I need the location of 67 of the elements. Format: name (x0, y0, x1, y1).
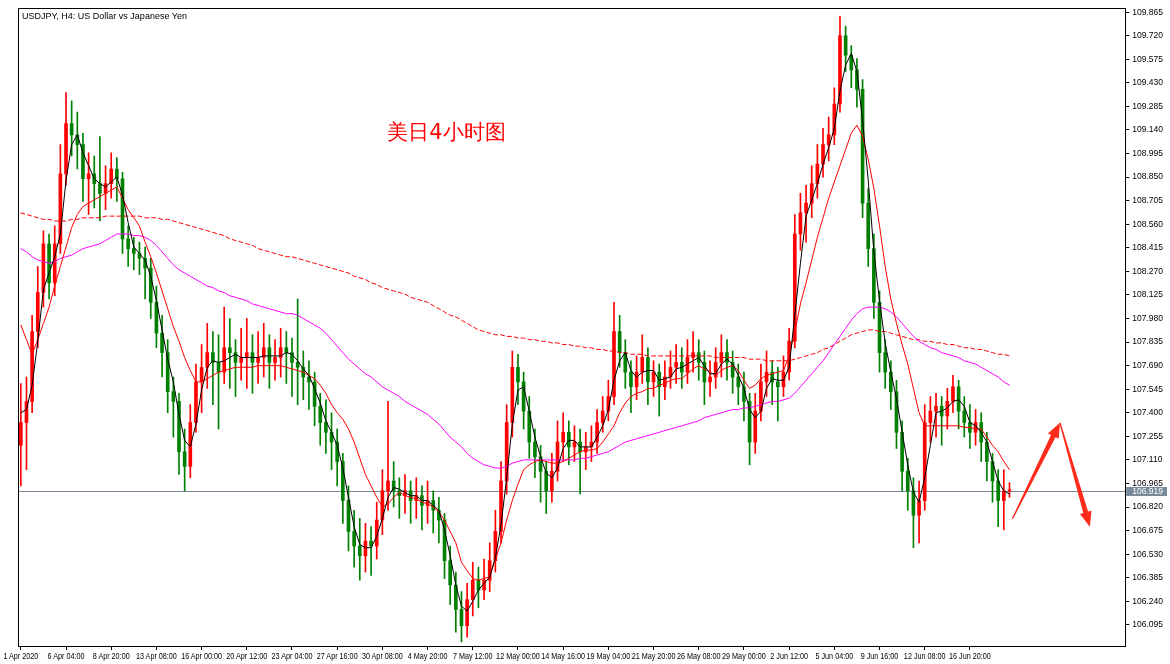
x-tick-label: 29 May 00:00 (722, 651, 767, 661)
y-tick-label: 106.240 (1132, 595, 1164, 606)
x-tick-label: 20 Apr 12:00 (226, 651, 268, 661)
x-tick-label: 6 Apr 04:00 (47, 651, 86, 661)
candlestick (1001, 469, 1006, 531)
candlestick (228, 318, 232, 389)
y-tick-label: 108.125 (1132, 289, 1164, 300)
y-tick-label: 106.675 (1132, 524, 1164, 535)
x-tick-label: 2 Jun 12:00 (770, 651, 809, 661)
y-tick-label: 108.560 (1132, 218, 1164, 229)
ref-line-label: 106.919 (1132, 485, 1164, 496)
y-tick-label: 109.865 (1132, 6, 1164, 17)
candlestick (211, 331, 215, 405)
candlestick (708, 360, 712, 397)
candlestick (256, 331, 260, 384)
candlestick (273, 339, 277, 381)
candlestick (98, 136, 102, 222)
y-tick-label: 107.690 (1132, 359, 1164, 370)
x-tick-label: 19 May 04:00 (586, 651, 631, 661)
y-tick-label: 107.400 (1132, 407, 1164, 418)
y-tick-label: 106.965 (1132, 477, 1164, 488)
y-tick-label: 108.995 (1132, 147, 1164, 158)
y-tick-label: 107.980 (1132, 312, 1164, 323)
y-tick-label: 109.285 (1132, 100, 1164, 111)
y-tick-label: 106.820 (1132, 501, 1164, 512)
chart-title: USDJPY, H4: US Dollar vs Japanese Yen (22, 10, 187, 21)
y-tick-label: 106.530 (1132, 548, 1164, 559)
candlestick (239, 327, 243, 381)
y-tick-label: 108.415 (1132, 242, 1164, 253)
x-tick-label: 12 Jun 08:00 (903, 651, 947, 661)
y-tick-label: 109.720 (1132, 30, 1164, 41)
x-tick-label: 16 Jun 20:00 (949, 651, 992, 661)
x-tick-label: 4 May 20:00 (407, 651, 448, 661)
y-tick-label: 107.255 (1132, 430, 1164, 441)
candlestick (357, 518, 362, 581)
candlestick (776, 366, 780, 422)
candlestick (324, 399, 328, 454)
candlestick (19, 383, 23, 487)
x-tick-label: 8 Apr 20:00 (92, 651, 131, 661)
y-tick-label: 109.430 (1132, 77, 1164, 88)
y-tick-label: 107.835 (1132, 336, 1164, 347)
y-tick-label: 107.110 (1132, 454, 1163, 465)
candlestick (244, 318, 249, 389)
y-tick-label: 106.385 (1132, 572, 1164, 583)
x-tick-label: 12 May 00:00 (496, 651, 541, 661)
y-tick-label: 109.575 (1132, 53, 1164, 64)
x-tick-label: 7 May 12:00 (452, 651, 494, 661)
x-tick-label: 27 Apr 16:00 (316, 651, 359, 661)
x-tick-label: 13 Apr 08:00 (135, 651, 178, 661)
y-tick-label: 109.140 (1132, 124, 1164, 135)
y-tick-label: 106.095 (1132, 619, 1164, 630)
x-tick-label: 9 Jun 16:00 (860, 651, 899, 661)
x-tick-label: 16 Apr 00:00 (181, 651, 223, 661)
candlestick (261, 323, 266, 378)
x-tick-label: 1 Apr 2020 (3, 651, 39, 661)
y-tick-label: 108.850 (1132, 171, 1164, 182)
candlestick (386, 401, 390, 511)
x-tick-label: 23 Apr 04:00 (271, 651, 314, 661)
y-tick-label: 108.270 (1132, 265, 1164, 276)
x-tick-label: 30 Apr 08:00 (361, 651, 404, 661)
y-tick-label: 108.705 (1132, 195, 1164, 206)
x-tick-label: 21 May 20:00 (631, 651, 676, 661)
y-tick-label: 107.545 (1132, 383, 1164, 394)
x-tick-label: 26 May 08:00 (676, 651, 722, 661)
x-tick-label: 5 Jun 04:00 (815, 651, 854, 661)
annotation: 美日4小时图 (387, 119, 506, 144)
x-tick-label: 14 May 16:00 (541, 651, 586, 661)
